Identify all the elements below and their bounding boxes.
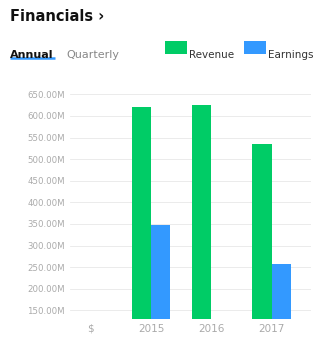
Text: Annual: Annual [10, 50, 53, 60]
Text: Financials ›: Financials › [10, 9, 104, 24]
Text: Earnings: Earnings [268, 50, 314, 60]
Bar [192, 105, 211, 343]
Bar [271, 264, 291, 343]
Bar [132, 107, 151, 343]
Bar [151, 225, 170, 343]
Text: Revenue: Revenue [189, 50, 234, 60]
Text: Quarterly: Quarterly [67, 50, 120, 60]
Bar [252, 144, 271, 343]
